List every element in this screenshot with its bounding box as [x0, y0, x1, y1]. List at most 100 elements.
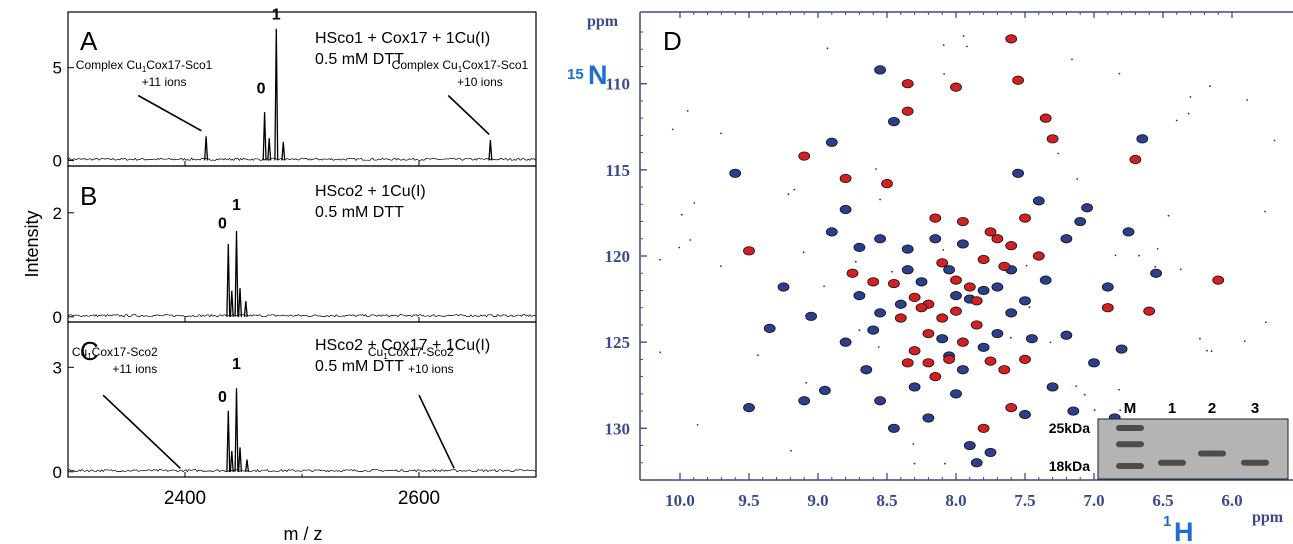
nmr-peak-blue	[1136, 134, 1149, 144]
annotation-arrow	[447, 94, 490, 136]
nmr-peak-red	[943, 354, 955, 364]
peak-label: 1	[232, 197, 241, 214]
nmr-peak-blue	[1115, 344, 1128, 354]
nmr-peak-blue	[1032, 196, 1045, 206]
noise-dot	[1138, 254, 1140, 257]
nmr-peak-blue	[950, 389, 962, 399]
nmr-peak-red	[867, 277, 880, 287]
y-tick-label: 0	[53, 463, 62, 482]
gel-marker-label: 18kDa	[1049, 458, 1090, 474]
noise-dot	[1273, 139, 1276, 142]
nmr-peak-red	[1019, 354, 1031, 364]
noise-dot	[1189, 96, 1192, 98]
panel-b-title: HSco2 + 1Cu(I)	[315, 183, 426, 200]
gel-marker-label: 25kDa	[1049, 420, 1090, 436]
nmr-x-tick-label: 9.5	[738, 491, 759, 510]
nmr-peak-red	[1129, 154, 1142, 165]
nmr-peak-blue	[839, 337, 852, 347]
nmr-peak-red	[984, 356, 997, 366]
noise-dot	[1083, 393, 1086, 396]
nmr-peak-blue	[874, 234, 886, 244]
nmr-peak-blue	[874, 308, 886, 318]
nmr-peak-blue	[1122, 227, 1135, 237]
nmr-peak-red	[929, 213, 942, 223]
spectrum-peak	[281, 141, 286, 161]
nmr-peak-blue	[901, 244, 914, 254]
nmr-peak-blue	[1060, 330, 1073, 340]
nmr-peak-blue	[805, 311, 817, 321]
noise-dot	[1025, 264, 1028, 267]
nmr-spectrum: D ppm ppm 15 N 1 H 10.0 9.5 9.0 8.5 8.0 7.5 7.…	[567, 11, 1293, 544]
nmr-peak-blue	[777, 282, 790, 292]
nmr-peak-blue	[825, 137, 838, 147]
noise-dot	[966, 45, 968, 48]
nmr-peak-red	[922, 358, 935, 368]
noise-dot	[1093, 409, 1096, 412]
noise-dot	[962, 35, 965, 37]
nmr-peak-blue	[991, 328, 1004, 339]
nmr-peak-blue	[839, 204, 852, 215]
spectrum-peak	[226, 410, 231, 472]
nmr-peak-red	[1039, 113, 1052, 123]
noise-dot	[1119, 409, 1122, 412]
spectrum-peak	[204, 136, 209, 161]
nmr-peak-blue	[729, 168, 742, 178]
nmr-peak-blue	[1005, 308, 1018, 318]
annotation-arrow	[418, 394, 455, 469]
nmr-peak-blue	[825, 227, 838, 237]
nmr-peak-red	[922, 328, 935, 339]
y-tick-label: 5	[53, 59, 62, 78]
nmr-peak-blue	[1150, 268, 1162, 278]
nmr-peak-red	[1143, 306, 1156, 316]
noise-dot	[805, 381, 808, 384]
noise-dot	[787, 193, 790, 196]
nmr-peak-blue	[922, 413, 935, 423]
nmr-peak-blue	[1067, 406, 1080, 416]
noise-dot	[1265, 321, 1267, 324]
nmr-peak-red	[881, 179, 893, 189]
nmr-peak-blue	[1081, 203, 1093, 213]
noise-dot	[1156, 248, 1159, 250]
nmr-peak-blue	[950, 291, 962, 301]
ion-charge-label: +10 ions	[408, 362, 454, 376]
nmr-peak-red	[839, 173, 852, 184]
nmr-x-tick-label: 7.0	[1083, 491, 1104, 510]
peak-label: 0	[218, 215, 227, 232]
noise-dot	[826, 47, 829, 50]
nmr-peak-red	[1046, 134, 1059, 144]
noise-dot	[696, 424, 699, 426]
noise-dot	[1114, 254, 1117, 257]
nmr-peak-blue	[977, 285, 990, 296]
spectrum-peak	[274, 28, 279, 161]
panel-c-subtitle: 0.5 mM DTT	[315, 358, 404, 375]
nmr-peak-red	[970, 320, 983, 330]
annotation-arrow	[102, 394, 181, 469]
gel-band	[1116, 425, 1144, 431]
panel-b-frame	[67, 165, 537, 323]
nmr-peak-blue	[743, 403, 755, 413]
noise-dot	[1009, 336, 1012, 339]
peak-label: 1	[232, 356, 241, 373]
y-tick-label: 3	[53, 358, 62, 377]
nmr-peak-blue	[977, 342, 990, 352]
noise-dot	[1118, 388, 1120, 391]
spectrum-peak	[229, 450, 234, 472]
nmr-peak-red	[908, 292, 921, 302]
nmr-peak-red	[998, 365, 1011, 375]
spectrum-peak	[229, 290, 234, 317]
noise-dot	[1179, 268, 1182, 271]
nmr-y-tick-label: 110	[605, 75, 630, 94]
annotation-arrow	[137, 94, 202, 132]
nmr-x-tick-label: 7.5	[1014, 491, 1035, 510]
gel-band	[1116, 441, 1144, 448]
noise-dot	[877, 346, 880, 348]
noise-dot	[879, 198, 881, 201]
gel-lane-label: 1	[1168, 400, 1176, 417]
nmr-peak-red	[743, 246, 755, 256]
nmr-peak-red	[984, 227, 997, 237]
nmr-y-tick-label: 125	[605, 333, 631, 352]
nmr-peak-red	[1101, 303, 1114, 313]
y-tick-label: 0	[53, 308, 62, 327]
noise-dot	[943, 73, 945, 75]
